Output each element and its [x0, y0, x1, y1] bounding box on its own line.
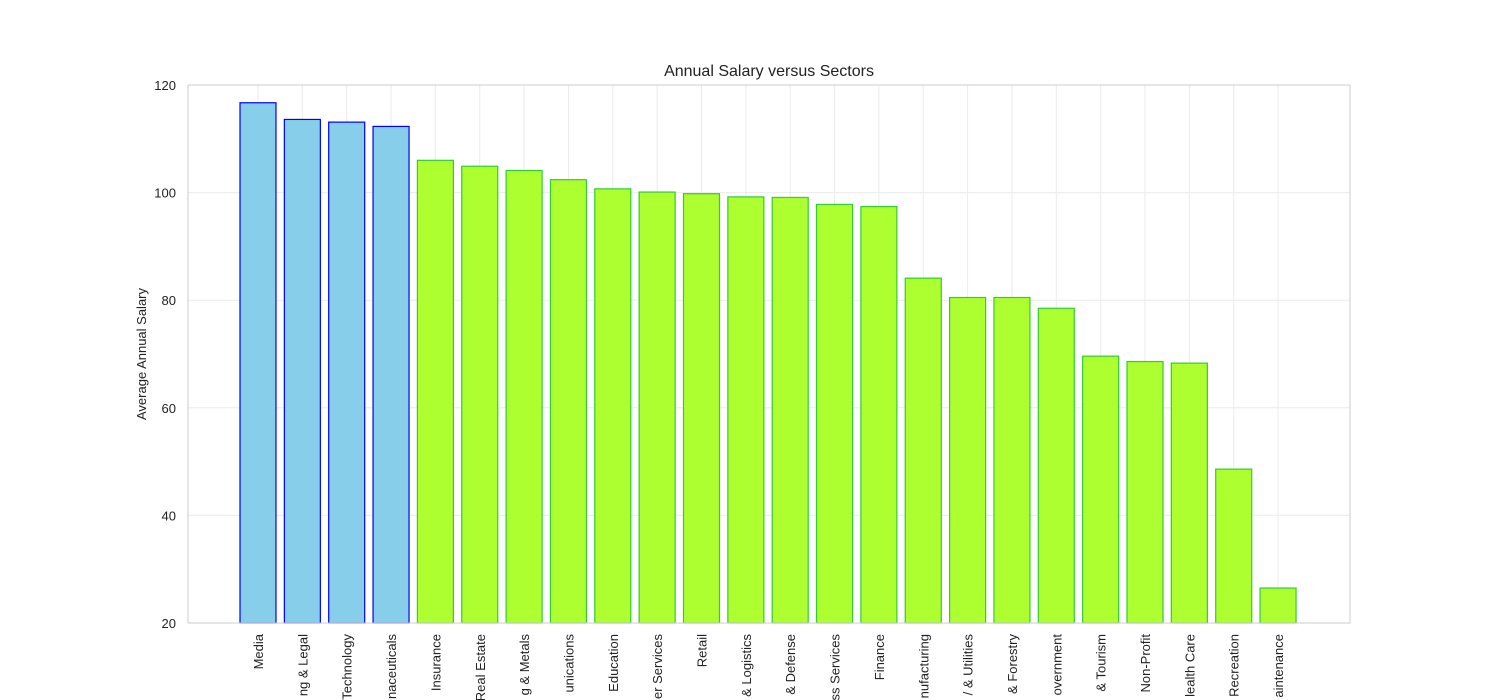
bar [860, 205, 898, 624]
bar [594, 188, 632, 624]
x-tick-label: Recreation [1227, 634, 1242, 697]
bar [771, 196, 809, 624]
x-tick-label: ss Services [828, 634, 843, 700]
x-tick-label: Real Estate [473, 634, 488, 700]
bar [993, 296, 1031, 624]
bars [239, 102, 1297, 624]
bar [239, 102, 277, 624]
x-tick-label: / & Utilities [961, 634, 976, 696]
bar [1170, 362, 1208, 624]
y-tick-label: 20 [162, 616, 176, 631]
bar [1259, 587, 1297, 624]
x-tick-label: overnment [1049, 634, 1064, 696]
bar [372, 125, 410, 624]
y-tick-label: 100 [154, 186, 176, 201]
y-ticks: 20 40 60 80 100 120 [154, 78, 176, 631]
bar [328, 121, 366, 624]
x-tick-label: Non-Profit [1138, 634, 1153, 693]
bar [815, 203, 854, 624]
x-tick-label: Technology [340, 634, 355, 700]
bar [638, 191, 676, 624]
x-tick-label: lealth Care [1182, 634, 1197, 697]
bar [416, 159, 454, 624]
x-tick-label: g & Metals [517, 634, 532, 696]
y-tick-label: 60 [162, 401, 176, 416]
bar [1215, 468, 1253, 624]
bar [283, 118, 321, 624]
x-tick-label: Retail [695, 634, 710, 667]
x-tick-label: & Logistics [739, 634, 754, 697]
x-tick-label: aintenance [1271, 634, 1286, 698]
x-tick-label: & Defense [783, 634, 798, 695]
plot-frame [187, 84, 1351, 624]
x-tick-label: er Services [650, 634, 665, 700]
chart-title: Annual Salary versus Sectors [664, 63, 874, 80]
x-tick-label: & Forestry [1005, 634, 1020, 694]
y-tick-label: 80 [162, 293, 176, 308]
bar [1082, 355, 1120, 624]
x-tick-label: ng & Legal [295, 634, 310, 696]
x-tick-label: & Tourism [1094, 634, 1109, 692]
bar [1037, 307, 1075, 624]
bar [549, 179, 588, 624]
y-tick-label: 120 [154, 78, 176, 93]
y-axis-label: Average Annual Salary [134, 287, 149, 420]
x-ticks: Media ng & Legal Technology naceuticals Insu… [251, 633, 1286, 700]
x-tick-label: Education [606, 634, 621, 692]
bar [904, 277, 942, 624]
x-tick-label: naceuticals [384, 634, 399, 700]
x-tick-label: nufacturing [916, 634, 931, 698]
bar [1126, 360, 1164, 624]
bar [505, 169, 543, 624]
x-tick-label: Finance [872, 634, 887, 680]
bar [461, 165, 499, 624]
bar [682, 193, 721, 624]
x-tick-label: Insurance [428, 634, 443, 691]
y-tick-label: 40 [162, 508, 176, 523]
x-tick-label: Media [251, 633, 266, 669]
bar [948, 296, 987, 624]
bar [727, 196, 765, 624]
x-tick-label: unications [561, 634, 576, 693]
